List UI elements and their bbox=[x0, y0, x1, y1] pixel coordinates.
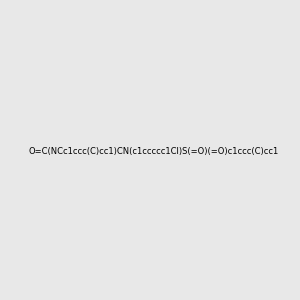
Text: O=C(NCc1ccc(C)cc1)CN(c1ccccc1Cl)S(=O)(=O)c1ccc(C)cc1: O=C(NCc1ccc(C)cc1)CN(c1ccccc1Cl)S(=O)(=O… bbox=[28, 147, 279, 156]
